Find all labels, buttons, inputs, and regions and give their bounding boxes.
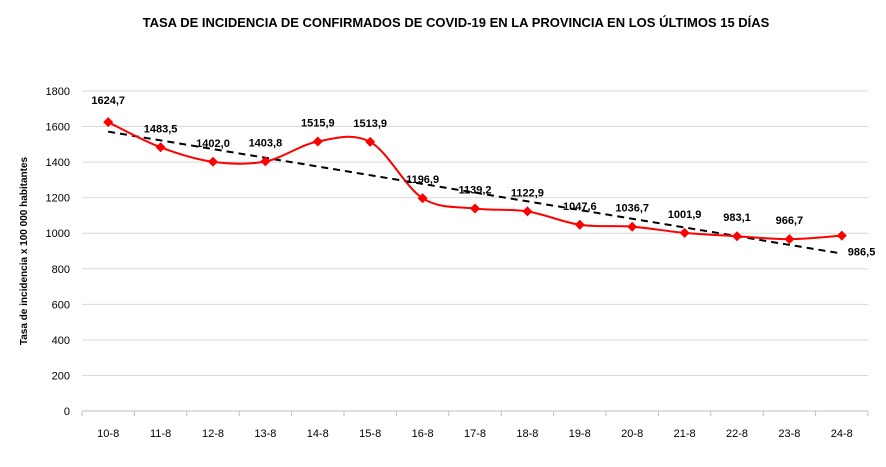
x-tick-label: 13-8 — [254, 428, 276, 440]
x-tick-label: 21-8 — [674, 428, 696, 440]
data-label: 983,1 — [723, 212, 751, 224]
data-label: 1513,9 — [353, 118, 387, 130]
x-tick-label: 18-8 — [516, 428, 538, 440]
y-tick-label: 1600 — [46, 122, 70, 134]
data-label: 1402,0 — [196, 138, 230, 150]
x-tick-label: 12-8 — [202, 428, 224, 440]
y-tick-labels: 0 200 400 600 800 1000 1200 1400 1600 1800 — [46, 86, 70, 418]
data-label: 1624,7 — [91, 95, 125, 107]
data-labels: 1624,7 1483,5 1402,0 1403,8 1515,9 1513,9 1196… — [91, 95, 875, 258]
data-point-marker — [417, 193, 428, 204]
y-tick-label: 1200 — [46, 193, 70, 205]
data-point-marker — [365, 136, 376, 147]
trendline — [108, 130, 842, 255]
data-point-marker — [627, 221, 638, 232]
data-point-marker — [312, 136, 323, 147]
trendline-group — [108, 130, 842, 255]
gridlines — [81, 90, 869, 416]
data-label: 1047,6 — [563, 201, 597, 213]
y-tick-label: 1000 — [46, 228, 70, 240]
x-tick-label: 22-8 — [726, 428, 748, 440]
data-point-marker — [208, 156, 218, 167]
x-tick-label: 16-8 — [412, 428, 434, 440]
data-label: 1036,7 — [615, 203, 649, 215]
data-label: 1001,9 — [668, 209, 702, 221]
data-point-marker — [522, 206, 533, 217]
x-tick-label: 24-8 — [831, 428, 853, 440]
y-tick-label: 600 — [52, 299, 70, 311]
data-label: 1196,9 — [406, 174, 439, 186]
x-tick-label: 10-8 — [97, 428, 119, 440]
y-tick-label: 1800 — [46, 86, 70, 98]
x-tick-label: 23-8 — [778, 428, 800, 440]
data-label: 986,5 — [848, 247, 876, 259]
data-label: 1515,9 — [301, 118, 335, 130]
data-label: 1139,2 — [458, 184, 491, 196]
y-tick-label: 400 — [52, 335, 70, 347]
y-axis-label: Tasa de incidencia x 100 000 habitantes — [19, 156, 30, 345]
data-point-marker — [574, 219, 585, 230]
data-point-marker — [103, 117, 114, 128]
data-point-marker — [260, 156, 271, 167]
x-tick-label: 17-8 — [464, 428, 486, 440]
data-label: 1403,8 — [249, 137, 283, 149]
x-tick-label: 14-8 — [307, 428, 329, 440]
x-tick-labels: 10-8 11-8 12-8 13-8 14-8 15-8 16-8 17-8 18-8 19-8… — [97, 428, 853, 440]
x-tick-label: 20-8 — [621, 428, 643, 440]
chart-title: TASA DE INCIDENCIA DE CONFIRMADOS DE COV… — [143, 15, 770, 30]
data-point-marker — [784, 234, 795, 245]
data-point-marker — [732, 231, 742, 242]
series-group — [103, 117, 847, 245]
y-tick-label: 800 — [52, 264, 70, 276]
x-tick-label: 11-8 — [150, 428, 171, 440]
data-point-marker — [679, 227, 690, 238]
data-point-marker — [836, 230, 847, 241]
data-point-marker — [155, 142, 166, 153]
data-label: 1122,9 — [511, 187, 544, 199]
data-point-marker — [470, 203, 480, 214]
x-tick-label: 19-8 — [569, 428, 591, 440]
data-label: 966,7 — [776, 215, 804, 227]
y-tick-label: 1400 — [46, 157, 70, 169]
x-tick-label: 15-8 — [359, 428, 381, 440]
data-label: 1483,5 — [144, 123, 178, 135]
y-tick-label: 200 — [52, 370, 70, 382]
y-tick-label: 0 — [64, 406, 70, 418]
